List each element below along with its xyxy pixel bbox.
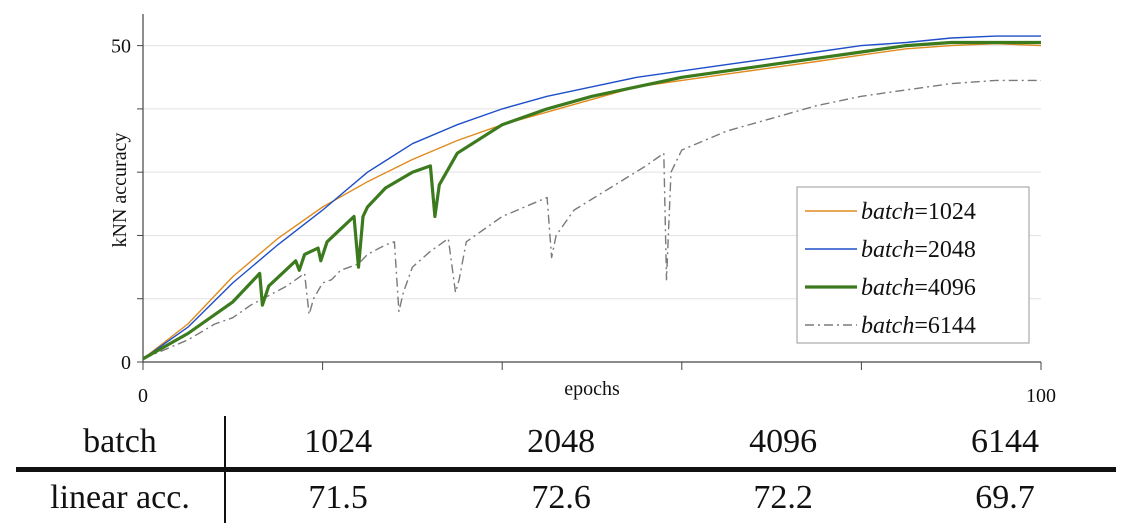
series-line-2048 — [142, 35, 1041, 360]
series-line-4096 — [142, 40, 1041, 361]
y-tick-label: 50 — [111, 36, 131, 58]
legend-label-4096: batch=4096 — [861, 275, 976, 301]
legend-label-2048: batch=2048 — [861, 237, 976, 263]
x-axis-title: epochs — [564, 378, 620, 400]
legend-label-6144: batch=6144 — [861, 313, 976, 339]
legend: batch=1024 batch=2048 batch=4096 batch=6144 — [796, 186, 1030, 344]
x-tick-label: 100 — [1026, 385, 1056, 407]
series-line-6144 — [142, 79, 1041, 360]
x-tick-label: 0 — [138, 385, 148, 407]
table-row: linear acc. 71.5 72.6 72.2 69.7 — [16, 469, 1116, 523]
linear-accuracy-table: batch 1024 2048 4096 6144 linear acc. 71… — [16, 416, 1116, 523]
table-header-cell: batch — [16, 416, 226, 472]
axes — [142, 14, 1041, 363]
table-header-cell: 1024 — [225, 416, 451, 472]
table-cell: 71.5 — [308, 478, 368, 516]
y-tick-label: 0 — [121, 352, 131, 374]
ticks: 0 50 0 100 — [111, 36, 1056, 407]
table-header-row: batch 1024 2048 4096 6144 — [16, 416, 1116, 472]
table-cell: 72.2 — [753, 478, 813, 516]
table-header-cell: 4096 — [672, 416, 895, 472]
legend-label-1024: batch=1024 — [861, 199, 976, 225]
series-lines — [142, 35, 1042, 361]
table-cell: 69.7 — [975, 478, 1035, 516]
series-line-1024 — [142, 43, 1042, 360]
table-row-label: linear acc. — [16, 469, 226, 523]
legend-frame — [796, 186, 1030, 344]
table-header-cell: 6144 — [894, 416, 1116, 472]
y-axis-title: kNN accuracy — [109, 133, 131, 248]
table-header-cell: 2048 — [450, 416, 673, 472]
table-cell: 72.6 — [531, 478, 591, 516]
